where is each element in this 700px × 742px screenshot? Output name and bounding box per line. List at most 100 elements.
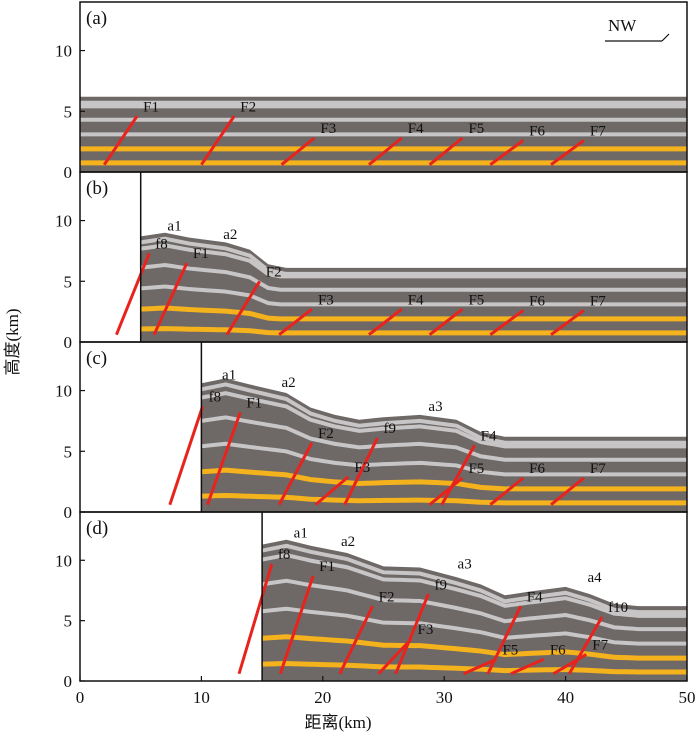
panel-label: (b) xyxy=(86,178,108,199)
fault-F6 xyxy=(489,476,525,506)
light-layer-3 xyxy=(201,415,687,462)
fault-F1 xyxy=(103,115,139,166)
structure-label-F5: F5 xyxy=(468,461,484,477)
light-layer-3 xyxy=(262,578,687,632)
structure-label-f8: f8 xyxy=(155,237,168,253)
structure-label-F1: F1 xyxy=(143,99,159,115)
structure-label-a1: a1 xyxy=(222,368,236,384)
structure-label-F3: F3 xyxy=(318,292,334,308)
fault-f8 xyxy=(237,563,274,675)
panels-layer: F1 F2 F3 F4 F5 F6 F7 (a) a1 a2 f8 F1 F2 F3 F4 F5 F6 F7 (b)… xyxy=(79,1,688,682)
panel-b: a1 a2 f8 F1 F2 F3 F4 F5 F6 F7 (b) xyxy=(79,171,688,343)
strata-body xyxy=(140,232,687,342)
structure-label-F1: F1 xyxy=(319,559,335,575)
panel-label: (d) xyxy=(86,518,108,539)
y-tick-label: 0 xyxy=(64,503,73,522)
y-tick-label: 0 xyxy=(64,163,73,182)
fault-F2 xyxy=(338,605,374,675)
fault-f9 xyxy=(343,437,379,506)
panel-d: a1 a2 a3 a4 f8 F1 f9 F2 F4 f10 F3 F5 F6 F7 (d) xyxy=(79,511,688,682)
fault-F3 xyxy=(377,637,413,675)
light-layer-4 xyxy=(201,391,687,449)
fault-F7 xyxy=(552,653,587,676)
structure-label-F3: F3 xyxy=(354,460,370,476)
structure-label-F2: F2 xyxy=(266,264,282,280)
surface-light-layer xyxy=(262,543,687,615)
structure-label-f8: f8 xyxy=(278,547,291,563)
fault-F2 xyxy=(225,280,261,336)
fault-F6 xyxy=(510,657,545,676)
fault-F5 xyxy=(428,308,464,336)
panel-a: F1 F2 F3 F4 F5 F6 F7 (a) xyxy=(79,1,688,173)
structure-label-a1: a1 xyxy=(167,218,181,234)
structure-label-F1: F1 xyxy=(193,246,209,262)
panel-frame xyxy=(79,511,688,682)
yellow-layer-1 xyxy=(201,467,687,492)
y-tick-label: 5 xyxy=(64,612,73,631)
light-layer-2 xyxy=(201,441,687,477)
structure-label-F4: F4 xyxy=(527,589,543,605)
structure-label-F5: F5 xyxy=(468,121,484,137)
fault-F1 xyxy=(278,575,315,675)
yellow-layer-0 xyxy=(140,326,687,336)
fault-F7 xyxy=(550,139,585,166)
fault-f8 xyxy=(115,252,151,336)
light-layer-4 xyxy=(262,553,687,618)
light-layer-2 xyxy=(140,284,687,307)
fault-F3 xyxy=(280,136,316,166)
structure-label-a3: a3 xyxy=(428,399,442,415)
y-tick-label: 5 xyxy=(64,272,73,291)
structure-label-F3: F3 xyxy=(417,622,433,638)
structure-label-F6: F6 xyxy=(550,642,566,658)
fault-f9 xyxy=(394,593,430,675)
x-tick-label: 10 xyxy=(193,688,210,707)
fault-F7 xyxy=(550,309,585,336)
structure-label-F6: F6 xyxy=(529,461,545,477)
fault-F4 xyxy=(486,605,523,675)
y-tick-label: 10 xyxy=(55,42,72,61)
surface-light-layer xyxy=(140,236,687,276)
fault-f10 xyxy=(567,616,604,675)
structure-label-F6: F6 xyxy=(529,124,545,140)
direction-indicator: NW xyxy=(605,16,670,42)
y-axis-title: 高度(km) xyxy=(3,308,22,375)
structure-label-F4: F4 xyxy=(408,292,424,308)
yellow-layer-1 xyxy=(262,634,687,661)
x-tick-label: 0 xyxy=(76,688,85,707)
fault-F6 xyxy=(489,309,525,336)
direction-label: NW xyxy=(608,16,637,35)
fault-F5 xyxy=(428,136,464,166)
fault-F1 xyxy=(206,411,242,506)
x-axis-title: 距离(km) xyxy=(304,713,371,732)
structure-label-F6: F6 xyxy=(529,294,545,310)
fault-F4 xyxy=(440,444,476,506)
y-tick-label: 10 xyxy=(55,382,72,401)
structure-label-F7: F7 xyxy=(590,294,606,310)
structure-label-F7: F7 xyxy=(592,638,608,654)
structure-label-f9: f9 xyxy=(434,577,447,593)
fault-F5 xyxy=(428,476,464,506)
structure-label-a1: a1 xyxy=(294,525,308,541)
light-layer-4 xyxy=(140,243,687,279)
x-tick-label: 20 xyxy=(314,688,331,707)
panel-label: (a) xyxy=(86,8,107,29)
structure-label-F2: F2 xyxy=(379,589,395,605)
structure-label-a2: a2 xyxy=(282,375,296,391)
structure-label-a2: a2 xyxy=(223,227,237,243)
fault-F2 xyxy=(277,442,314,506)
fault-F4 xyxy=(368,308,403,336)
y-tick-label: 10 xyxy=(55,551,72,570)
panel-c: a1 a2 a3 f8 F1 F2 f9 F4 F3 F5 F6 F7 (c) xyxy=(79,341,688,513)
structure-label-F7: F7 xyxy=(590,461,606,477)
fault-F7 xyxy=(550,476,585,506)
x-tick-label: 50 xyxy=(679,688,696,707)
panel-label: (c) xyxy=(86,348,107,369)
light-layer-3 xyxy=(140,263,687,292)
structure-label-f9: f9 xyxy=(384,421,397,437)
yellow-layer-1 xyxy=(140,305,687,322)
structure-label-a3: a3 xyxy=(458,557,472,573)
strata-body xyxy=(80,96,687,172)
structure-label-F1: F1 xyxy=(246,396,262,412)
fault-F2 xyxy=(200,115,236,166)
